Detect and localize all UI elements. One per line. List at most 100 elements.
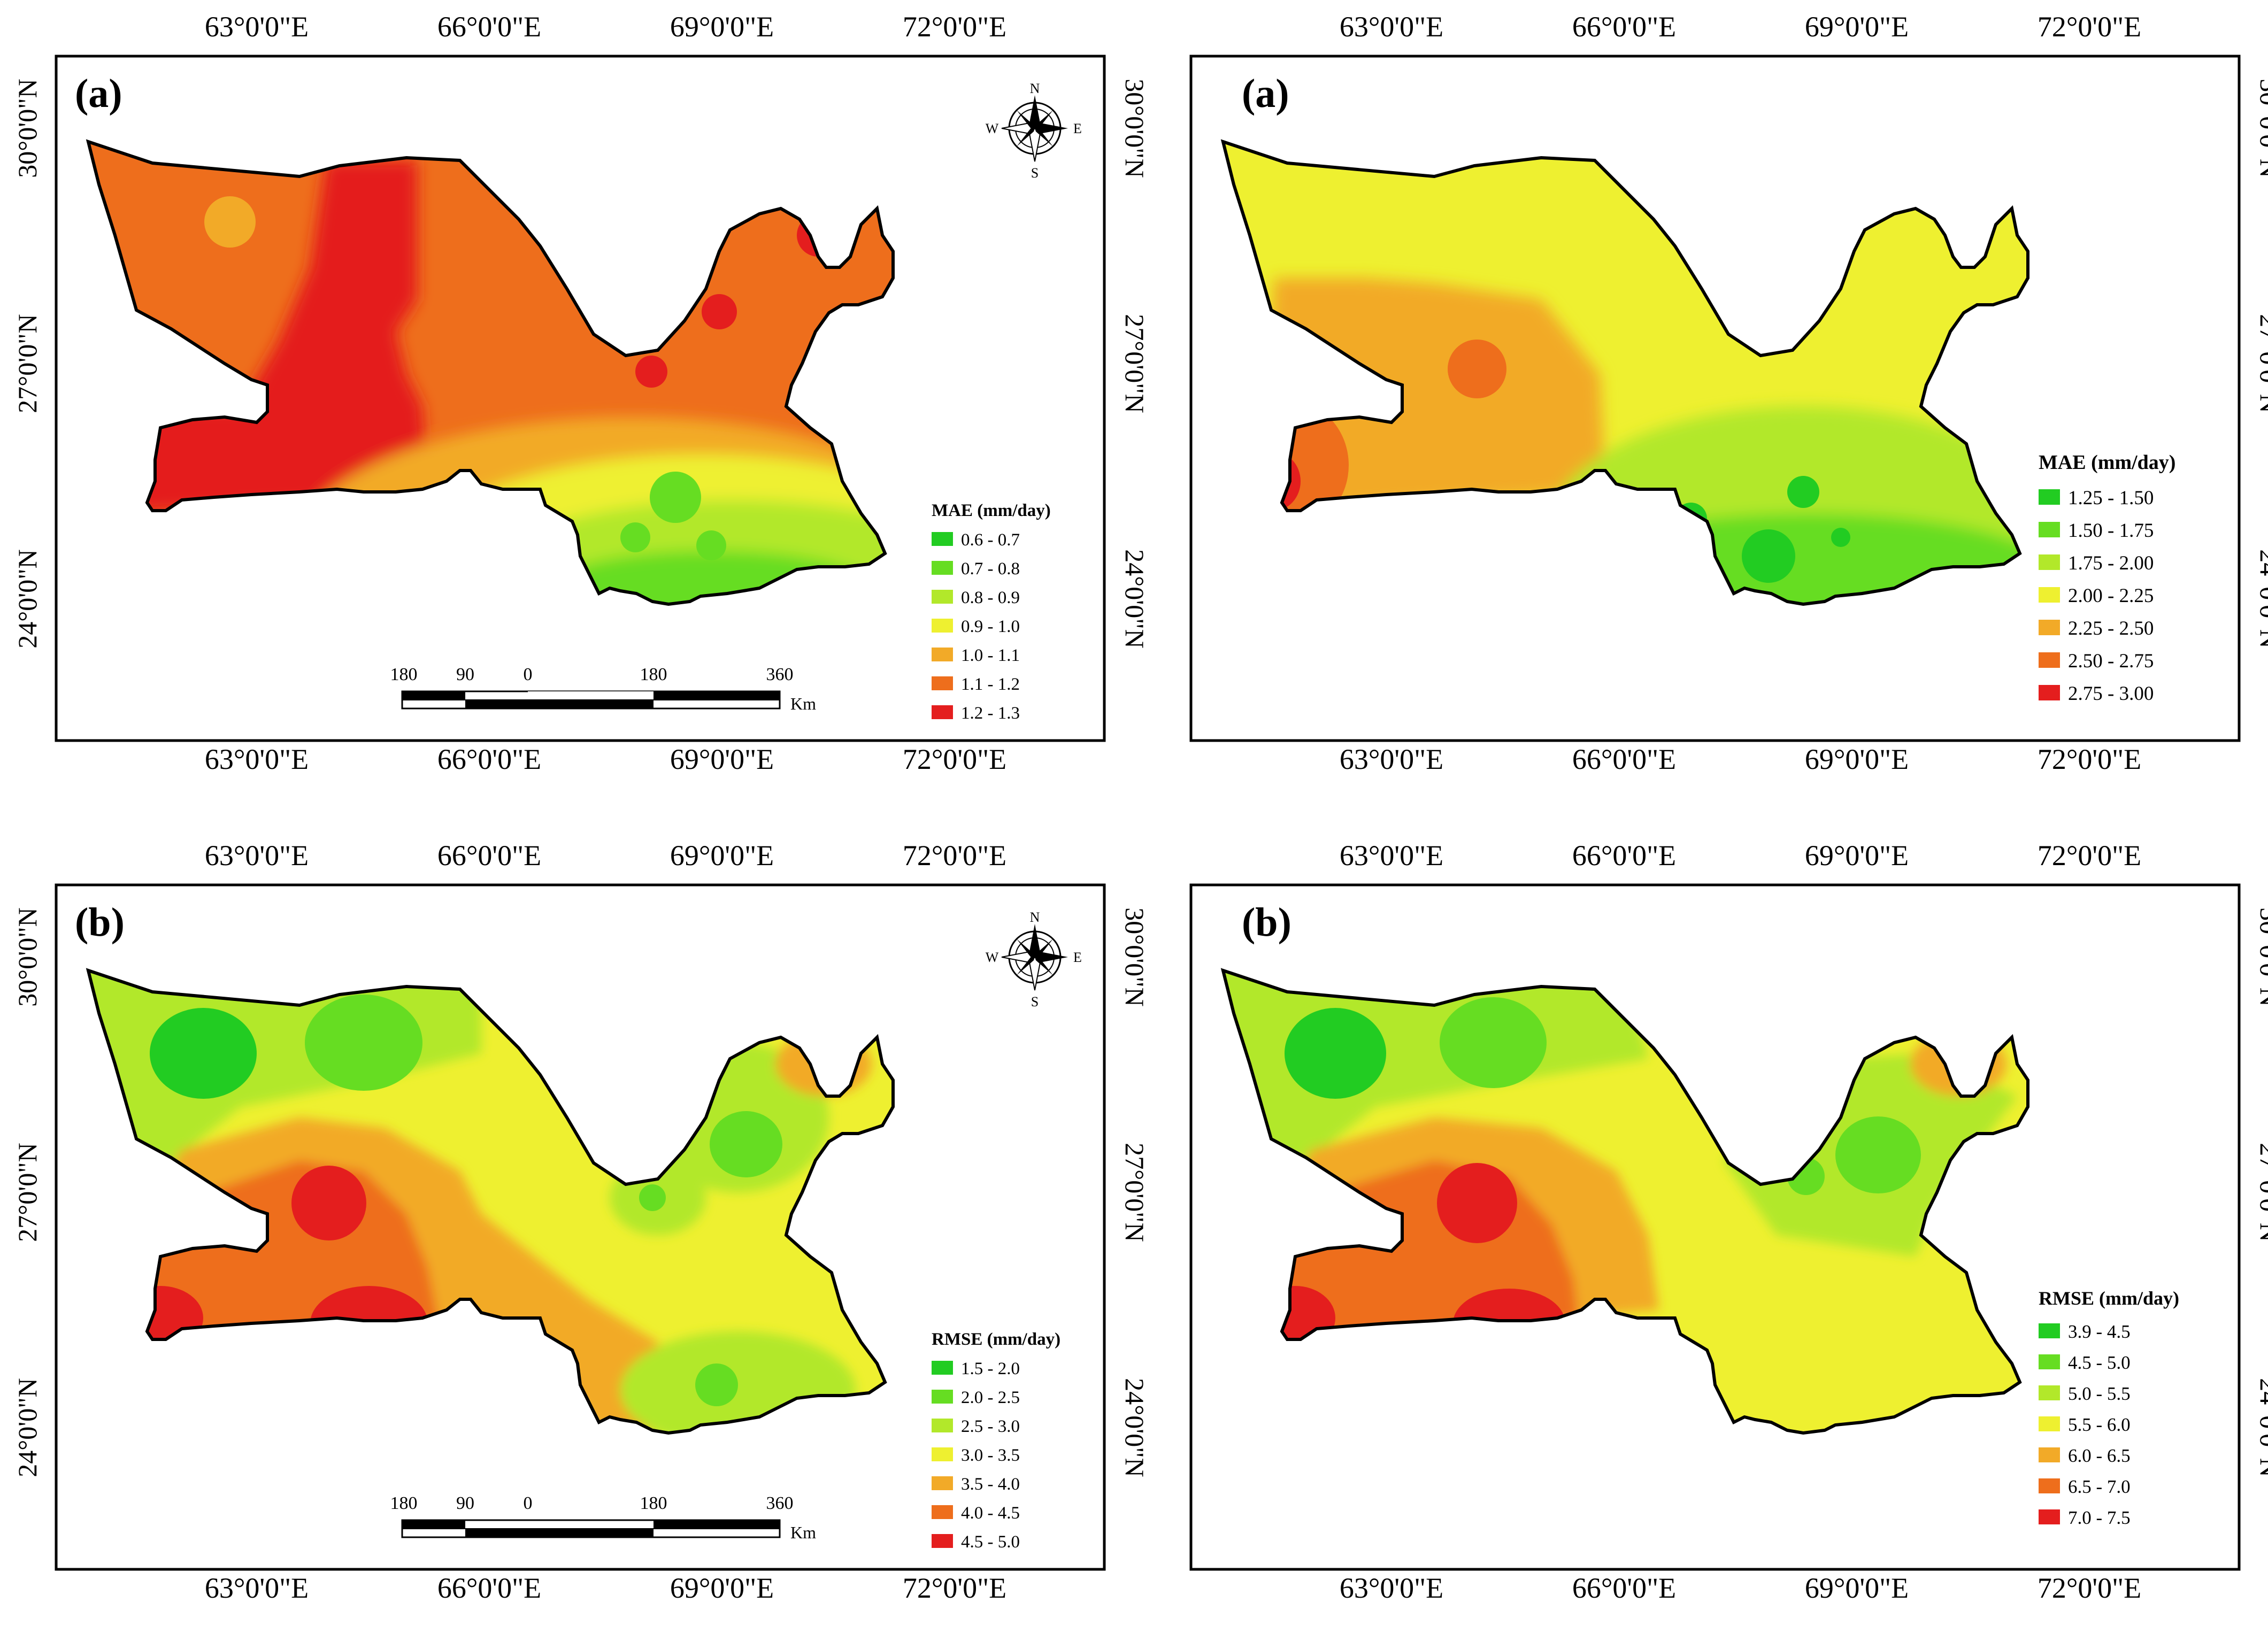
x-axis-bottom-labels: 63°0'0"E 66°0'0"E 69°0'0"E 72°0'0"E xyxy=(205,743,1006,775)
scale-unit: Km xyxy=(790,694,816,713)
x-axis-top-labels: 63°0'0"E 66°0'0"E 69°0'0"E 72°0'0"E xyxy=(205,11,1006,43)
x-tick-label: 66°0'0"E xyxy=(437,839,541,872)
region-outline xyxy=(86,139,895,606)
legend: MAE (mm/day) 1.25 - 1.50 1.50 - 1.75 1.75 … xyxy=(2039,451,2175,705)
legend-label: 1.1 - 1.2 xyxy=(961,675,1020,694)
compass-n: N xyxy=(1030,81,1040,96)
y-tick-label: 27°0'0"N xyxy=(1120,314,1150,413)
legend-label: 1.2 - 1.3 xyxy=(961,704,1020,723)
y-tick-label: 24°0'0"N xyxy=(1120,1378,1150,1477)
x-tick-label: 63°0'0"E xyxy=(1340,11,1443,43)
legend-swatch xyxy=(932,1447,953,1461)
north-arrow-icon: N S E W xyxy=(986,81,1082,181)
legend-items: 1.25 - 1.50 1.50 - 1.75 1.75 - 2.00 2.00 - … xyxy=(2039,487,2154,705)
legend-swatch xyxy=(2039,620,2060,635)
x-tick-label: 69°0'0"E xyxy=(670,839,774,872)
legend-swatch xyxy=(932,619,953,633)
y-tick-label: 24°0'0"N xyxy=(2255,549,2268,649)
x-tick-label: 72°0'0"E xyxy=(2038,743,2141,775)
legend-swatch xyxy=(932,1476,953,1490)
x-tick-label: 69°0'0"E xyxy=(1805,839,1909,872)
y-tick-label: 27°0'0"N xyxy=(12,1143,42,1242)
compass-e: E xyxy=(1073,121,1082,136)
legend-label: 7.0 - 7.5 xyxy=(2068,1507,2131,1528)
x-tick-label: 63°0'0"E xyxy=(1340,743,1443,775)
x-tick-label: 72°0'0"E xyxy=(903,11,1006,43)
y-axis-right-labels: 30°0'0"N 27°0'0"N 24°0'0"N xyxy=(1120,79,1150,649)
legend-label: 2.00 - 2.25 xyxy=(2068,585,2154,607)
panel-label: (a) xyxy=(1242,71,1289,116)
legend-label: 2.50 - 2.75 xyxy=(2068,650,2154,672)
y-tick-label: 27°0'0"N xyxy=(1120,1143,1150,1242)
legend-swatch xyxy=(932,532,953,546)
y-tick-label: 30°0'0"N xyxy=(1120,907,1150,1007)
region-outline xyxy=(86,968,895,1435)
legend-label: 1.25 - 1.50 xyxy=(2068,487,2154,509)
x-tick-label: 63°0'0"E xyxy=(205,11,309,43)
legend-label: 1.75 - 2.00 xyxy=(2068,552,2154,574)
x-tick-label: 66°0'0"E xyxy=(1572,839,1676,872)
scale-label: 180 xyxy=(640,665,667,684)
legend-label: 4.0 - 4.5 xyxy=(961,1504,1020,1523)
y-axis-right-labels: 30°0'0"N 27°0'0"N 24°0'0"N xyxy=(2255,907,2268,1477)
x-tick-label: 72°0'0"E xyxy=(2038,1572,2141,1604)
x-tick-label: 72°0'0"E xyxy=(903,839,1006,872)
x-axis-bottom-labels: 63°0'0"E 66°0'0"E 69°0'0"E 72°0'0"E xyxy=(1340,1572,2141,1604)
legend-swatch xyxy=(932,705,953,719)
x-tick-label: 72°0'0"E xyxy=(903,1572,1006,1604)
x-tick-label: 63°0'0"E xyxy=(1340,839,1443,872)
legend-swatch xyxy=(2039,1416,2060,1431)
scale-bar: 180 90 0 180 360 Km xyxy=(390,1493,817,1542)
legend-label: 2.25 - 2.50 xyxy=(2068,618,2154,639)
legend-swatch xyxy=(932,1505,953,1519)
scale-label: 360 xyxy=(766,665,794,684)
scale-label: 90 xyxy=(456,1493,474,1513)
y-tick-label: 30°0'0"N xyxy=(2255,907,2268,1007)
legend-label: 6.0 - 6.5 xyxy=(2068,1445,2131,1466)
region-outline xyxy=(1220,968,2029,1435)
legend-swatch xyxy=(932,561,953,575)
region-outline xyxy=(1220,139,2029,606)
x-tick-label: 72°0'0"E xyxy=(2038,839,2141,872)
x-axis-bottom-labels: 63°0'0"E 66°0'0"E 69°0'0"E 72°0'0"E xyxy=(1340,743,2141,775)
x-tick-label: 63°0'0"E xyxy=(205,839,309,872)
x-tick-label: 72°0'0"E xyxy=(2038,11,2141,43)
x-tick-label: 69°0'0"E xyxy=(1805,1572,1909,1604)
x-tick-label: 69°0'0"E xyxy=(1805,11,1909,43)
y-tick-label: 27°0'0"N xyxy=(2255,314,2268,413)
legend: RMSE (mm/day) 1.5 - 2.0 2.0 - 2.5 2.5 - 3.… xyxy=(932,1330,1060,1552)
x-tick-label: 72°0'0"E xyxy=(903,743,1006,775)
x-axis-top-labels: 63°0'0"E 66°0'0"E 69°0'0"E 72°0'0"E xyxy=(205,839,1006,872)
legend-swatch xyxy=(2039,1478,2060,1493)
x-tick-label: 66°0'0"E xyxy=(1572,743,1676,775)
legend-swatch xyxy=(2039,554,2060,570)
legend: MAE (mm/day) 0.6 - 0.7 0.7 - 0.8 0.8 - 0.9… xyxy=(932,501,1051,723)
x-tick-label: 69°0'0"E xyxy=(670,1572,774,1604)
scale-unit: Km xyxy=(790,1523,816,1542)
legend-label: 0.8 - 0.9 xyxy=(961,588,1020,607)
compass-e: E xyxy=(1073,950,1082,965)
compass-w: W xyxy=(986,121,999,136)
legend-items: 1.5 - 2.0 2.0 - 2.5 2.5 - 3.0 3.0 - 3.5 3.5 … xyxy=(932,1359,1020,1552)
panel-label: (b) xyxy=(75,900,125,945)
scale-label: 180 xyxy=(390,1493,418,1513)
scale-label: 360 xyxy=(766,1493,794,1513)
legend-label: 3.5 - 4.0 xyxy=(961,1475,1020,1494)
x-tick-label: 66°0'0"E xyxy=(1572,11,1676,43)
legend-swatch xyxy=(2039,1509,2060,1524)
legend-swatch xyxy=(2039,587,2060,603)
x-tick-label: 66°0'0"E xyxy=(1572,1572,1676,1604)
legend-label: 4.5 - 5.0 xyxy=(2068,1352,2131,1373)
y-tick-label: 30°0'0"N xyxy=(2255,79,2268,178)
y-tick-label: 30°0'0"N xyxy=(1120,79,1150,178)
y-axis-left-labels: 30°0'0"N 27°0'0"N 24°0'0"N xyxy=(2255,79,2268,649)
scale-label: 180 xyxy=(390,665,418,684)
legend-items: 3.9 - 4.5 4.5 - 5.0 5.0 - 5.5 5.5 - 6.0 6.0 … xyxy=(2039,1321,2131,1528)
compass-w: W xyxy=(986,950,999,965)
legend-swatch xyxy=(2039,522,2060,537)
x-tick-label: 69°0'0"E xyxy=(670,11,774,43)
legend-swatch xyxy=(2039,1323,2060,1338)
legend-label: 6.5 - 7.0 xyxy=(2068,1476,2131,1497)
legend-label: 0.9 - 1.0 xyxy=(961,617,1020,636)
panel-label: (b) xyxy=(1242,900,1291,945)
